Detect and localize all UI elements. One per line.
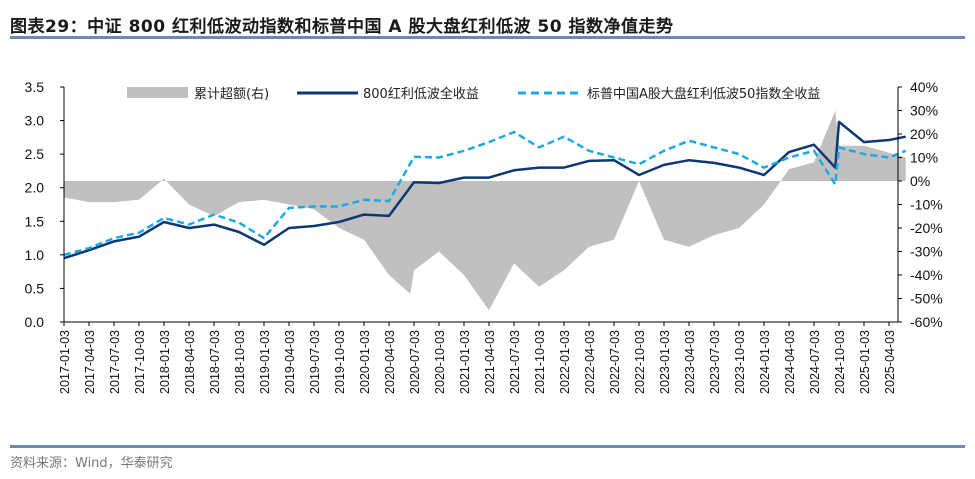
y-right-tick-label: -50% (910, 291, 943, 307)
x-tick-label: 2020-10-03 (433, 330, 447, 394)
x-tick-label: 2022-10-03 (633, 330, 647, 394)
x-tick-label: 2017-10-03 (133, 330, 147, 394)
x-tick-label: 2024-01-03 (758, 330, 772, 394)
y-right-tick-label: 20% (910, 126, 938, 142)
x-tick-label: 2022-04-03 (583, 330, 597, 394)
x-tick-label: 2024-10-03 (833, 330, 847, 394)
legend-label-excess: 累计超额(右) (194, 87, 269, 102)
y-left-tick-label: 3.0 (25, 113, 45, 129)
x-tick-label: 2024-04-03 (783, 330, 797, 394)
x-tick-label: 2024-07-03 (808, 330, 822, 394)
y-right-tick-label: -20% (910, 220, 943, 236)
excess-return-area (64, 110, 906, 311)
x-tick-label: 2021-04-03 (483, 330, 497, 394)
x-tick-label: 2018-10-03 (233, 330, 247, 394)
x-tick-label: 2020-04-03 (383, 330, 397, 394)
x-tick-label: 2018-04-03 (183, 330, 197, 394)
y-right-tick-label: -60% (910, 314, 943, 330)
x-tick-label: 2022-07-03 (608, 330, 622, 394)
csi800-line (63, 120, 906, 260)
sp50-line (63, 130, 907, 257)
x-tick-label: 2018-01-03 (158, 330, 172, 394)
x-tick-label: 2025-01-03 (858, 330, 872, 394)
x-tick-label: 2019-10-03 (333, 330, 347, 394)
x-tick-label: 2018-07-03 (208, 330, 222, 394)
y-left-tick-label: 3.5 (25, 79, 45, 95)
legend-label-csi800: 800红利低波全收益 (363, 86, 479, 102)
x-tick-label: 2021-07-03 (508, 330, 522, 394)
y-left-tick-label: 2.0 (25, 180, 45, 196)
legend-swatch-excess (127, 87, 188, 98)
y-right-tick-label: 30% (910, 103, 938, 119)
y-left-tick-label: 2.5 (25, 146, 45, 162)
y-right-tick-label: -30% (910, 244, 943, 260)
x-tick-label: 2023-01-03 (658, 330, 672, 394)
y-right-tick-label: 40% (910, 79, 938, 95)
x-tick-label: 2022-01-03 (558, 330, 572, 394)
y-left-tick-label: 0.0 (25, 314, 45, 330)
y-right-tick-label: -40% (910, 267, 943, 283)
x-tick-label: 2020-07-03 (408, 330, 422, 394)
y-left-tick-label: 1.0 (25, 247, 45, 263)
x-tick-label: 2023-04-03 (683, 330, 697, 394)
x-tick-label: 2019-07-03 (308, 330, 322, 394)
legend-label-sp50: 标普中国A股大盘红利低波50指数全收益 (587, 86, 820, 102)
x-tick-label: 2023-10-03 (733, 330, 747, 394)
source-note: 资料来源：Wind，华泰研究 (10, 456, 173, 471)
x-tick-label: 2021-01-03 (458, 330, 472, 394)
x-tick-label: 2017-07-03 (108, 330, 122, 394)
chart-title: 图表29：中证 800 红利低波动指数和标普中国 A 股大盘红利低波 50 指数… (10, 17, 674, 37)
y-left-tick-label: 1.5 (25, 213, 45, 229)
footer-divider (10, 445, 965, 448)
y-right-tick-label: -10% (910, 197, 943, 213)
x-tick-label: 2023-07-03 (708, 330, 722, 394)
x-tick-label: 2017-01-03 (58, 330, 72, 394)
legend: 累计超额(右) 800红利低波全收益 标普中国A股大盘红利低波50指数全收益 (127, 86, 820, 102)
y-right-tick-label: 0% (910, 173, 930, 189)
y-right-tick-label: 10% (910, 150, 938, 166)
x-tick-label: 2021-10-03 (533, 330, 547, 394)
y-left-tick-label: 0.5 (25, 280, 45, 296)
x-tick-label: 2019-04-03 (283, 330, 297, 394)
x-tick-label: 2025-04-03 (883, 330, 897, 394)
title-divider (10, 36, 965, 39)
x-tick-label: 2020-01-03 (358, 330, 372, 394)
x-tick-label: 2019-01-03 (258, 330, 272, 394)
x-tick-label: 2017-04-03 (83, 330, 97, 394)
